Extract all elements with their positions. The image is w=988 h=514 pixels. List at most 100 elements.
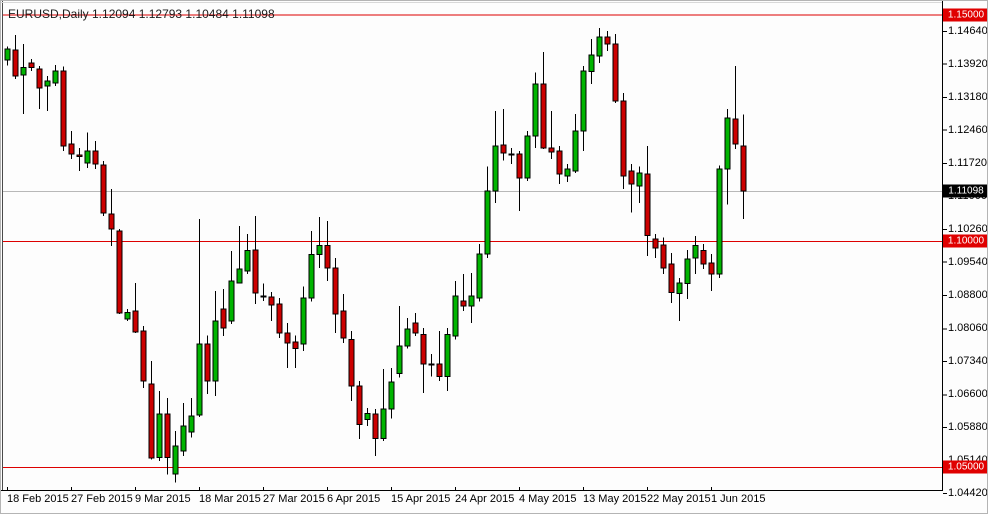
candle-92: [740, 114, 747, 219]
candle-90: [724, 109, 731, 205]
candle-41: [332, 257, 339, 333]
candle-37: [300, 286, 307, 352]
date-tick-label-18-Feb-2015: 18 Feb 2015: [7, 493, 69, 505]
bear-candle-body: [412, 322, 419, 334]
bear-candle-body: [92, 150, 99, 165]
bull-candle-body: [716, 168, 723, 275]
bear-candle-body: [204, 343, 211, 382]
candle-13: [108, 189, 115, 247]
bear-candle-body: [76, 154, 83, 157]
candle-35: [284, 323, 291, 368]
price-tick-label-1.08060: 1.08060: [948, 322, 988, 335]
candle-44: [356, 380, 363, 440]
candle-77: [620, 92, 627, 189]
candle-25: [204, 335, 211, 394]
candle-22: [180, 403, 187, 456]
candle-67: [540, 51, 547, 149]
price-level-badge-1.05000: 1.05000: [943, 460, 987, 474]
candle-48: [388, 367, 395, 419]
bull-candle-body: [524, 135, 531, 179]
candle-86: [692, 235, 699, 275]
candle-33: [268, 291, 275, 321]
bear-candle-body: [116, 230, 123, 314]
date-tick-label-9-Mar-2015: 9 Mar 2015: [135, 493, 191, 505]
bear-candle-body: [700, 250, 707, 265]
bull-candle-body: [260, 295, 267, 298]
price-tick-label-1.12460: 1.12460: [948, 123, 988, 136]
candle-66: [532, 72, 539, 149]
date-tick-label-27-Mar-2015: 27 Mar 2015: [263, 493, 325, 505]
bear-candle-body: [516, 153, 523, 179]
bear-candle-body: [332, 267, 339, 315]
candle-85: [684, 249, 691, 300]
bear-candle-body: [460, 300, 467, 307]
candle-43: [348, 331, 355, 402]
bear-candle-body: [740, 145, 747, 192]
candle-88: [708, 253, 715, 291]
bull-candle-body: [124, 312, 131, 320]
candle-49: [396, 305, 403, 378]
candle-4: [36, 65, 43, 110]
bull-candle-body: [228, 280, 235, 322]
candle-18: [148, 361, 155, 460]
candle-83: [668, 253, 675, 304]
bull-candle-body: [468, 295, 475, 307]
candle-5: [44, 75, 51, 111]
candle-7: [60, 66, 67, 151]
candle-32: [260, 283, 267, 301]
candle-45: [364, 408, 371, 427]
bear-candle-body: [140, 330, 147, 382]
bear-candle-body: [556, 150, 563, 175]
bull-candle-body: [308, 253, 315, 299]
candle-1: [12, 35, 19, 79]
candle-31: [252, 215, 259, 304]
candle-68: [548, 111, 555, 159]
candle-14: [116, 229, 123, 314]
date-tick-label-6-Apr-2015: 6 Apr 2015: [327, 493, 381, 505]
bull-candle-body: [244, 250, 251, 272]
candle-12: [100, 161, 107, 216]
candle-2: [20, 44, 27, 115]
candle-19: [156, 390, 163, 461]
candle-30: [244, 234, 251, 275]
candle-8: [68, 130, 75, 159]
candle-39: [316, 217, 323, 268]
bull-candle-body: [84, 150, 91, 164]
price-tick-label-1.10260: 1.10260: [948, 223, 988, 235]
bear-candle-body: [132, 310, 139, 333]
bull-candle-body: [364, 412, 371, 420]
candle-36: [292, 335, 299, 368]
bear-candle-body: [660, 244, 667, 269]
candle-21: [172, 431, 179, 483]
candle-89: [716, 165, 723, 278]
candle-53: [428, 354, 435, 377]
bull-candle-body: [404, 328, 411, 347]
candle-62: [500, 109, 507, 161]
candle-84: [676, 277, 683, 321]
bear-candle-body: [100, 164, 107, 214]
bull-candle-body: [508, 153, 515, 156]
candle-64: [516, 150, 523, 211]
candle-52: [420, 328, 427, 394]
bull-candle-body: [380, 408, 387, 439]
bear-candle-body: [540, 83, 547, 149]
bull-candle-body: [564, 168, 571, 177]
candle-81: [652, 234, 659, 258]
bull-candle-body: [444, 333, 451, 377]
date-tick-label-24-Apr-2015: 24 Apr 2015: [455, 493, 515, 505]
candle-34: [276, 298, 283, 338]
price-level-badge-1.15000: 1.15000: [943, 8, 987, 22]
candle-40: [324, 220, 331, 281]
bear-candle-body: [148, 383, 155, 459]
candle-58: [468, 272, 475, 323]
candle-46: [372, 408, 379, 456]
bear-candle-body: [356, 385, 363, 425]
candle-80: [644, 145, 651, 257]
candle-26: [212, 290, 219, 396]
bull-candle-body: [172, 445, 179, 475]
bull-candle-body: [724, 117, 731, 170]
bear-candle-body: [284, 332, 291, 344]
bear-candle-body: [12, 49, 19, 77]
